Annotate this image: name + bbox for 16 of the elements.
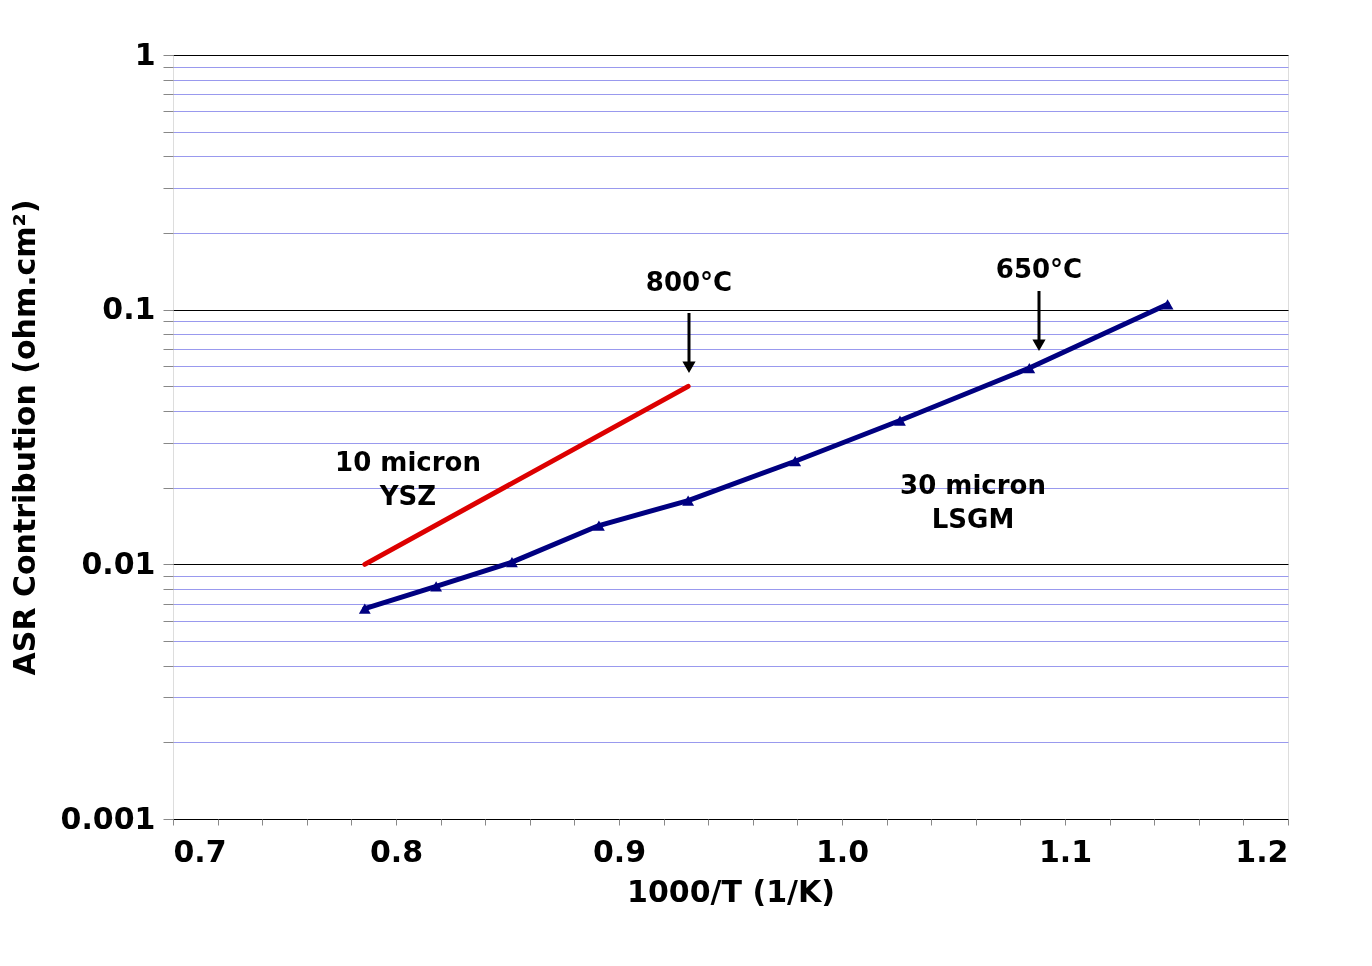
x-tick-label: 0.8 (369, 833, 424, 869)
y-tick-label: 1 (134, 36, 156, 72)
annotation: 650°C (995, 254, 1083, 284)
x-axis-title: 1000/T (1/K) (627, 873, 835, 909)
x-tick-label: 0.9 (592, 833, 647, 869)
y-tick-label: 0.01 (81, 545, 156, 581)
y-tick-label: 0.001 (60, 800, 156, 836)
x-tick-label: 1.1 (1038, 833, 1093, 869)
annotation: 800°C (645, 267, 733, 297)
x-tick-label: 0.7 (173, 833, 227, 869)
y-tick-label: 0.1 (102, 291, 156, 327)
series-label: 10 micron YSZ (335, 447, 481, 511)
x-tick-label: 1.0 (815, 833, 870, 869)
x-tick-label: 1.2 (1235, 833, 1289, 869)
y-axis-title: ASR Contribution (ohm.cm²) (6, 199, 42, 676)
series-label: 30 micron LSGM (900, 470, 1046, 534)
